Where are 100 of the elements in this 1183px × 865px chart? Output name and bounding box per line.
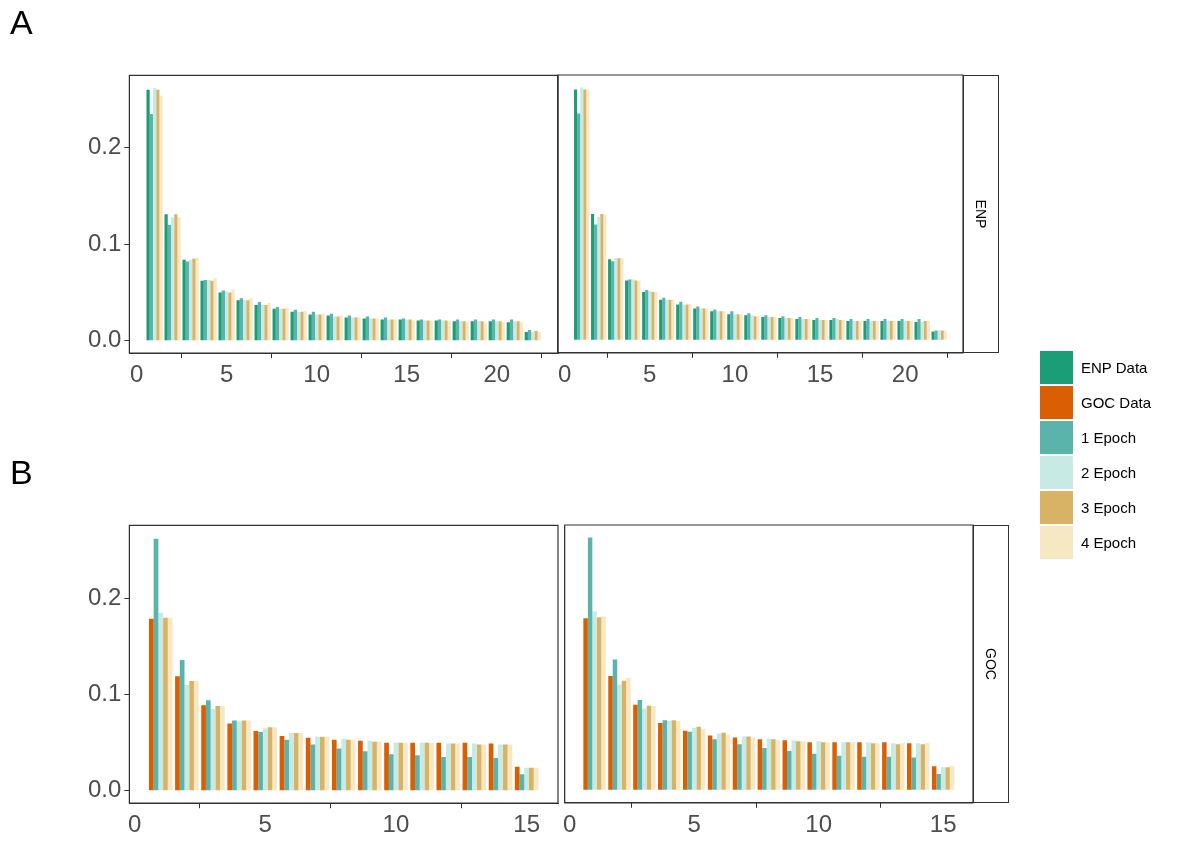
bar — [429, 742, 434, 790]
bar — [800, 741, 805, 790]
text: GOC — [982, 647, 999, 680]
bar — [875, 743, 880, 790]
bar — [410, 742, 416, 790]
bar — [436, 742, 442, 790]
bar — [146, 89, 150, 340]
bar — [346, 739, 351, 790]
bar — [241, 720, 247, 790]
x-tick-label: 5 — [687, 809, 701, 837]
bar — [403, 742, 408, 790]
bar — [189, 680, 194, 790]
bar — [293, 309, 298, 340]
bar — [746, 736, 751, 790]
bar — [816, 741, 821, 790]
bar — [215, 705, 221, 790]
bar — [857, 742, 862, 790]
bar — [424, 742, 430, 790]
bar — [841, 742, 846, 790]
bar — [445, 743, 451, 790]
bar — [591, 213, 595, 340]
bar — [329, 313, 334, 340]
bar — [384, 742, 389, 790]
legend-label: GOC Data — [1081, 394, 1152, 411]
bar — [491, 319, 496, 340]
bar — [583, 618, 588, 790]
x-tick-label: 0 — [129, 359, 144, 387]
bar — [365, 316, 370, 340]
bar — [201, 704, 206, 790]
x-tick-label: 10 — [303, 359, 331, 387]
bar — [179, 659, 185, 790]
bar — [227, 723, 233, 790]
bar — [193, 680, 199, 790]
bar — [662, 720, 668, 790]
x-tick-label: 20 — [483, 359, 511, 387]
bar — [470, 320, 474, 340]
bar — [362, 318, 366, 340]
bar — [258, 731, 263, 790]
bar — [658, 723, 663, 790]
bar — [272, 308, 276, 340]
legend-label: 4 Epoch — [1081, 534, 1137, 551]
bar — [787, 750, 792, 790]
bar — [358, 740, 363, 790]
bar — [473, 319, 478, 340]
bar — [344, 317, 348, 340]
bar — [398, 319, 402, 340]
bar — [825, 742, 830, 790]
bar — [472, 743, 477, 790]
bar — [775, 740, 781, 790]
bar — [795, 741, 801, 790]
bar — [920, 744, 925, 790]
bar — [163, 617, 168, 790]
y-tick-label: 0.2 — [87, 131, 122, 159]
x-tick-label: 15 — [929, 809, 957, 837]
bar — [712, 739, 717, 790]
x-tick-label: 5 — [258, 809, 272, 837]
bar — [527, 329, 532, 340]
x-tick-label: 10 — [805, 809, 832, 837]
bar — [331, 739, 337, 790]
bar — [206, 279, 211, 340]
bar — [372, 741, 377, 790]
x-tick-label: 5 — [219, 359, 234, 387]
bar — [315, 736, 320, 790]
bar — [608, 675, 613, 790]
bar — [347, 315, 352, 340]
bar — [642, 708, 647, 790]
bar — [257, 301, 262, 340]
bar — [617, 684, 622, 790]
bar — [376, 741, 382, 790]
bar — [149, 113, 153, 340]
bar — [158, 612, 164, 790]
bar — [924, 743, 930, 790]
bar — [434, 320, 438, 340]
x-tick-label: 15 — [513, 809, 540, 837]
bar — [455, 743, 460, 790]
bar — [945, 767, 950, 790]
bar — [626, 677, 631, 790]
bar — [870, 743, 876, 790]
bar — [467, 756, 473, 790]
bar — [401, 318, 406, 340]
bar — [205, 699, 211, 790]
bar — [498, 744, 503, 790]
bar — [687, 731, 692, 790]
bar — [737, 744, 742, 790]
y-tick-label: 0.2 — [87, 582, 122, 610]
bar — [311, 311, 316, 340]
bar — [452, 320, 456, 340]
bar — [367, 740, 373, 790]
bar — [651, 705, 656, 790]
bar — [232, 720, 237, 790]
bar — [845, 742, 851, 790]
bar — [159, 95, 163, 340]
bar — [167, 224, 171, 340]
legend-label: 2 Epoch — [1081, 464, 1137, 481]
text: B — [10, 452, 33, 492]
bar — [601, 616, 606, 790]
bar — [574, 89, 578, 340]
bar — [239, 297, 244, 340]
bar — [791, 740, 796, 790]
bar — [771, 739, 776, 790]
